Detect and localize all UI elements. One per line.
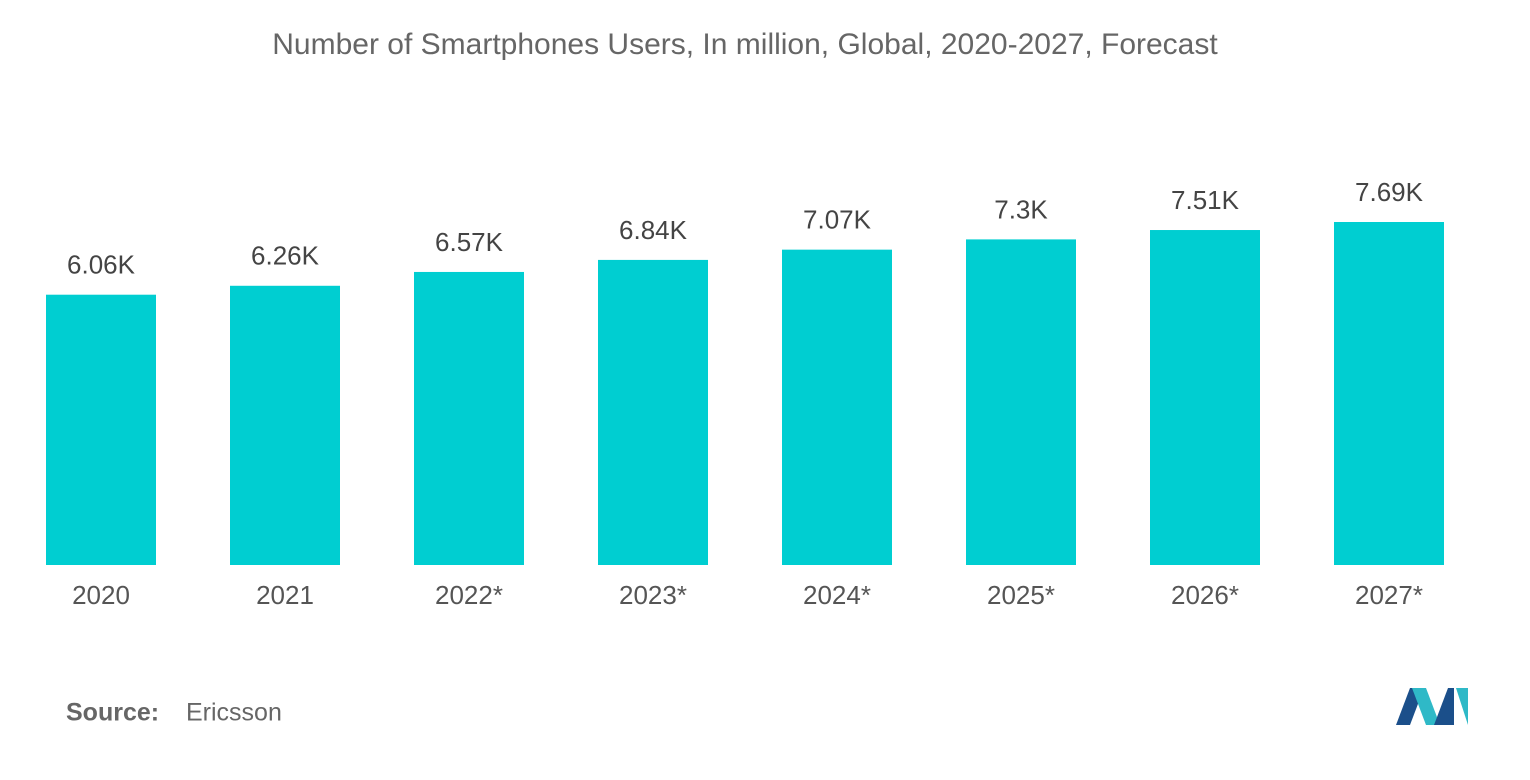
value-label: 7.69K [1355, 177, 1424, 207]
source-label: Source: [66, 699, 159, 727]
bar [414, 271, 524, 565]
bar [46, 294, 156, 565]
bar [230, 285, 340, 565]
x-tick-label: 2024* [803, 580, 871, 610]
source: Ericsson [186, 699, 282, 727]
chart-title: Number of Smartphones Users, In million,… [272, 28, 1218, 61]
x-tick-label: 2026* [1171, 580, 1239, 610]
value-label: 6.06K [67, 250, 136, 280]
x-tick-label: 2027* [1355, 580, 1423, 610]
bar [1150, 230, 1260, 565]
x-tick-label: 2021 [256, 580, 314, 610]
bar [782, 249, 892, 565]
value-label: 6.57K [435, 227, 504, 257]
value-label: 7.51K [1171, 185, 1240, 215]
x-tick-label: 2025* [987, 580, 1055, 610]
bar [1334, 222, 1444, 565]
value-label: 6.26K [251, 241, 320, 271]
x-tick-label: 2023* [619, 580, 687, 610]
value-label: 7.07K [803, 205, 872, 235]
x-tick-label: 2020 [72, 580, 130, 610]
bar [966, 239, 1076, 565]
logo [1396, 688, 1468, 725]
x-tick-label: 2022* [435, 580, 503, 610]
value-label: 7.3K [994, 194, 1048, 224]
value-label: 6.84K [619, 215, 688, 245]
bar [598, 259, 708, 565]
